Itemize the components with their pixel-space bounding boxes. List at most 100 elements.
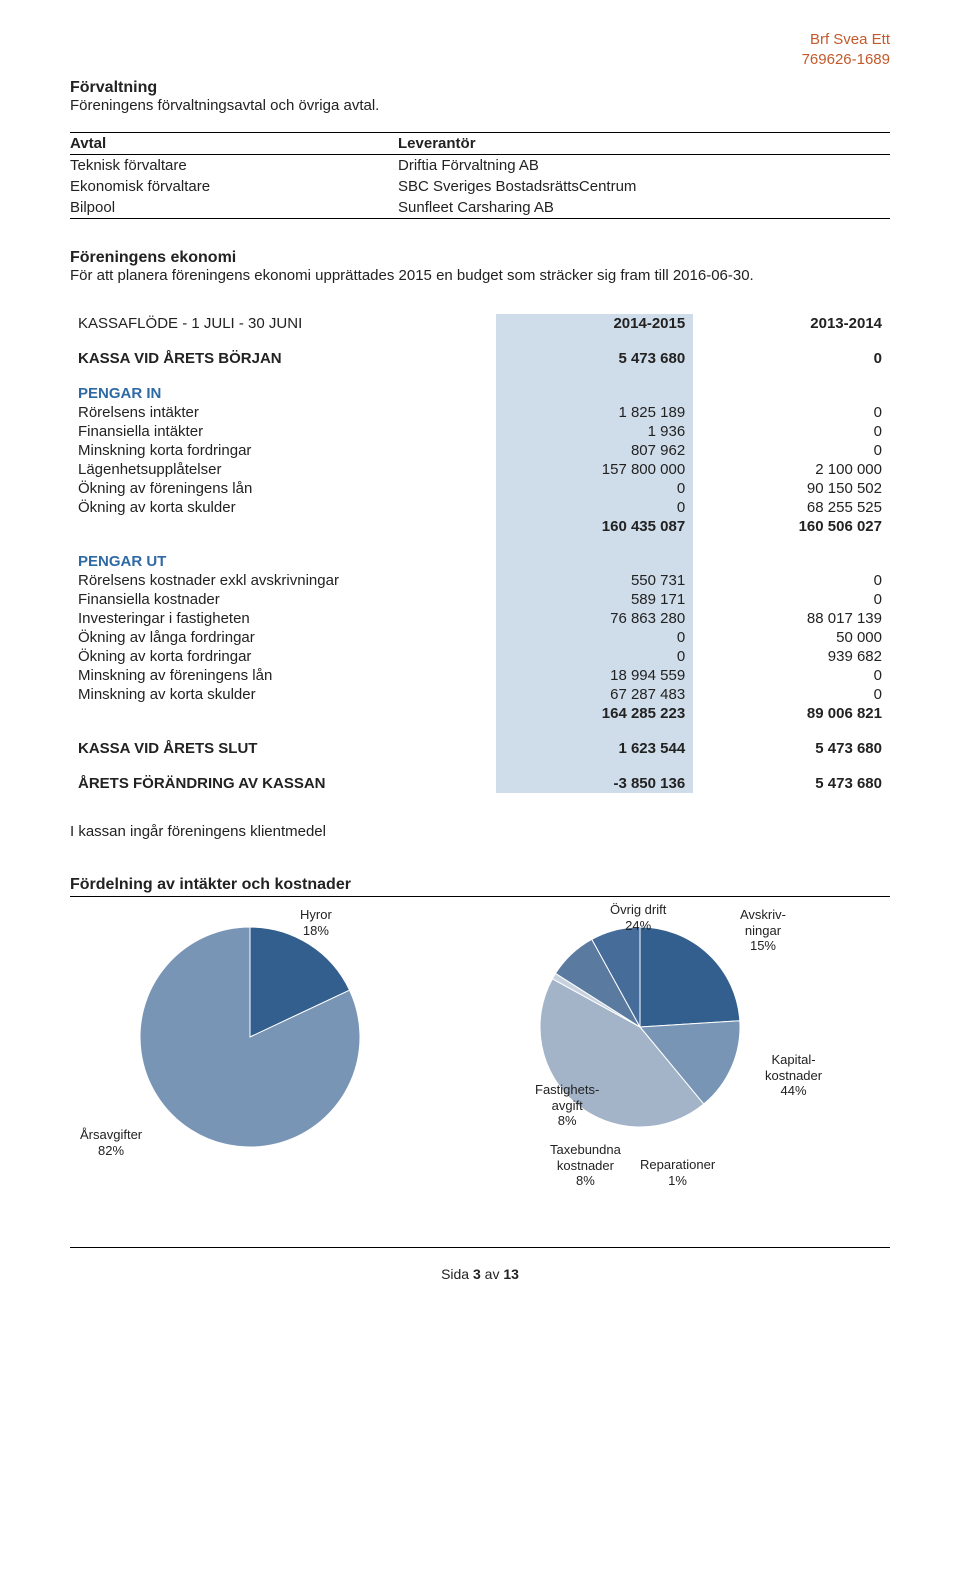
table-row: Finansiella intäkter1 9360 xyxy=(70,422,890,441)
agreement-leverantor: SBC Sveriges BostadsrättsCentrum xyxy=(398,176,890,197)
table-row: Minskning av föreningens lån18 994 5590 xyxy=(70,666,890,685)
row-label: Minskning av föreningens lån xyxy=(70,666,496,685)
row-label: Investeringar i fastigheten xyxy=(70,609,496,628)
row-label: Ökning av föreningens lån xyxy=(70,479,496,498)
pie-label: Fastighets-avgift8% xyxy=(535,1082,599,1129)
table-row: Finansiella kostnader589 1710 xyxy=(70,590,890,609)
row-v2: 939 682 xyxy=(693,647,890,666)
economy-title: Föreningens ekonomi xyxy=(70,249,890,267)
distribution-title: Fördelning av intäkter och kostnader xyxy=(70,876,890,897)
agreement-leverantor: Sunfleet Carsharing AB xyxy=(398,197,890,219)
cashflow-table: KASSAFLÖDE - 1 JULI - 30 JUNI 2014-2015 … xyxy=(70,314,890,793)
pie-chart-income: Hyror18%Årsavgifter82% xyxy=(130,917,410,1197)
cashflow-end-label: KASSA VID ÅRETS SLUT xyxy=(70,739,496,758)
row-label: Ökning av korta fordringar xyxy=(70,647,496,666)
pengar-ut-label: PENGAR UT xyxy=(70,552,496,571)
forvaltning-title: Förvaltning xyxy=(70,79,890,97)
agreements-table: Avtal Leverantör Teknisk förvaltareDrift… xyxy=(70,132,890,219)
footer-of: av xyxy=(481,1266,504,1282)
forvaltning-sub: Föreningens förvaltningsavtal och övriga… xyxy=(70,97,890,114)
pie-chart-costs: Övrig drift24%Avskriv-ningar15%Kapital-k… xyxy=(530,917,830,1217)
table-row: BilpoolSunfleet Carsharing AB xyxy=(70,197,890,219)
table-row: Minskning korta fordringar807 9620 xyxy=(70,441,890,460)
row-v1: 1 825 189 xyxy=(496,403,693,422)
table-row: Ökning av korta skulder068 255 525 xyxy=(70,498,890,517)
org-number: 769626-1689 xyxy=(70,50,890,70)
agreement-avtal: Teknisk förvaltare xyxy=(70,155,398,177)
row-v1: 0 xyxy=(496,498,693,517)
agreement-avtal: Bilpool xyxy=(70,197,398,219)
table-row: Rörelsens kostnader exkl avskrivningar55… xyxy=(70,571,890,590)
cashflow-change-v1: -3 850 136 xyxy=(496,774,693,793)
row-v2: 0 xyxy=(693,422,890,441)
cashflow-period2: 2013-2014 xyxy=(693,314,890,333)
cashflow-header-label: KASSAFLÖDE - 1 JULI - 30 JUNI xyxy=(70,314,496,333)
agreements-header-leverantor: Leverantör xyxy=(398,133,890,155)
table-row: Rörelsens intäkter1 825 1890 xyxy=(70,403,890,422)
row-v2: 0 xyxy=(693,590,890,609)
org-header: Brf Svea Ett 769626-1689 xyxy=(70,30,890,69)
table-row: Ekonomisk förvaltareSBC Sveriges Bostads… xyxy=(70,176,890,197)
row-label: Ökning av korta skulder xyxy=(70,498,496,517)
footer-total: 13 xyxy=(503,1266,519,1282)
cashflow-end-v1: 1 623 544 xyxy=(496,739,693,758)
row-v2: 2 100 000 xyxy=(693,460,890,479)
pie-label: Årsavgifter82% xyxy=(80,1127,142,1158)
row-v1: 1 936 xyxy=(496,422,693,441)
row-label: Lägenhetsupplåtelser xyxy=(70,460,496,479)
row-label: Rörelsens kostnader exkl avskrivningar xyxy=(70,571,496,590)
row-v1: 589 171 xyxy=(496,590,693,609)
row-v1: 807 962 xyxy=(496,441,693,460)
row-label: Ökning av långa fordringar xyxy=(70,628,496,647)
row-label: Rörelsens intäkter xyxy=(70,403,496,422)
row-v1: 76 863 280 xyxy=(496,609,693,628)
pie-label: Hyror18% xyxy=(300,907,332,938)
cashflow-end-v2: 5 473 680 xyxy=(693,739,890,758)
out-total-2: 89 006 821 xyxy=(693,704,890,723)
cashflow-start-v2: 0 xyxy=(693,349,890,368)
pengar-in-label: PENGAR IN xyxy=(70,384,496,403)
row-v2: 0 xyxy=(693,666,890,685)
table-row: Ökning av korta fordringar0939 682 xyxy=(70,647,890,666)
table-row: Teknisk förvaltareDriftia Förvaltning AB xyxy=(70,155,890,177)
pie-label: Avskriv-ningar15% xyxy=(740,907,786,954)
pie-slice xyxy=(640,927,740,1027)
agreement-avtal: Ekonomisk förvaltare xyxy=(70,176,398,197)
row-v2: 50 000 xyxy=(693,628,890,647)
cashflow-change-label: ÅRETS FÖRÄNDRING AV KASSAN xyxy=(70,774,496,793)
table-row: Ökning av föreningens lån090 150 502 xyxy=(70,479,890,498)
cashflow-start-label: KASSA VID ÅRETS BÖRJAN xyxy=(70,349,496,368)
cashflow-start-v1: 5 473 680 xyxy=(496,349,693,368)
row-v2: 0 xyxy=(693,571,890,590)
row-v1: 67 287 483 xyxy=(496,685,693,704)
page-footer: Sida 3 av 13 xyxy=(70,1266,890,1282)
row-v1: 0 xyxy=(496,479,693,498)
out-total-1: 164 285 223 xyxy=(496,704,693,723)
pie-label: Taxebundnakostnader8% xyxy=(550,1142,621,1189)
org-name: Brf Svea Ett xyxy=(70,30,890,50)
pie-label: Reparationer1% xyxy=(640,1157,715,1188)
footer-page: 3 xyxy=(473,1266,481,1282)
row-v1: 157 800 000 xyxy=(496,460,693,479)
pie-label: Kapital-kostnader44% xyxy=(765,1052,822,1099)
row-v2: 0 xyxy=(693,441,890,460)
in-total-2: 160 506 027 xyxy=(693,517,890,536)
row-label: Minskning korta fordringar xyxy=(70,441,496,460)
charts-row: Hyror18%Årsavgifter82% Övrig drift24%Avs… xyxy=(70,917,890,1217)
row-label: Finansiella kostnader xyxy=(70,590,496,609)
agreement-leverantor: Driftia Förvaltning AB xyxy=(398,155,890,177)
in-total-1: 160 435 087 xyxy=(496,517,693,536)
footer-prefix: Sida xyxy=(441,1266,473,1282)
table-row: Lägenhetsupplåtelser157 800 0002 100 000 xyxy=(70,460,890,479)
pie-label: Övrig drift24% xyxy=(610,902,666,933)
row-v1: 18 994 559 xyxy=(496,666,693,685)
row-v2: 90 150 502 xyxy=(693,479,890,498)
agreements-header-avtal: Avtal xyxy=(70,133,398,155)
row-label: Minskning av korta skulder xyxy=(70,685,496,704)
row-v2: 0 xyxy=(693,403,890,422)
economy-body: För att planera föreningens ekonomi uppr… xyxy=(70,267,890,284)
row-v2: 0 xyxy=(693,685,890,704)
cashflow-period1: 2014-2015 xyxy=(496,314,693,333)
row-v1: 0 xyxy=(496,647,693,666)
row-v1: 550 731 xyxy=(496,571,693,590)
